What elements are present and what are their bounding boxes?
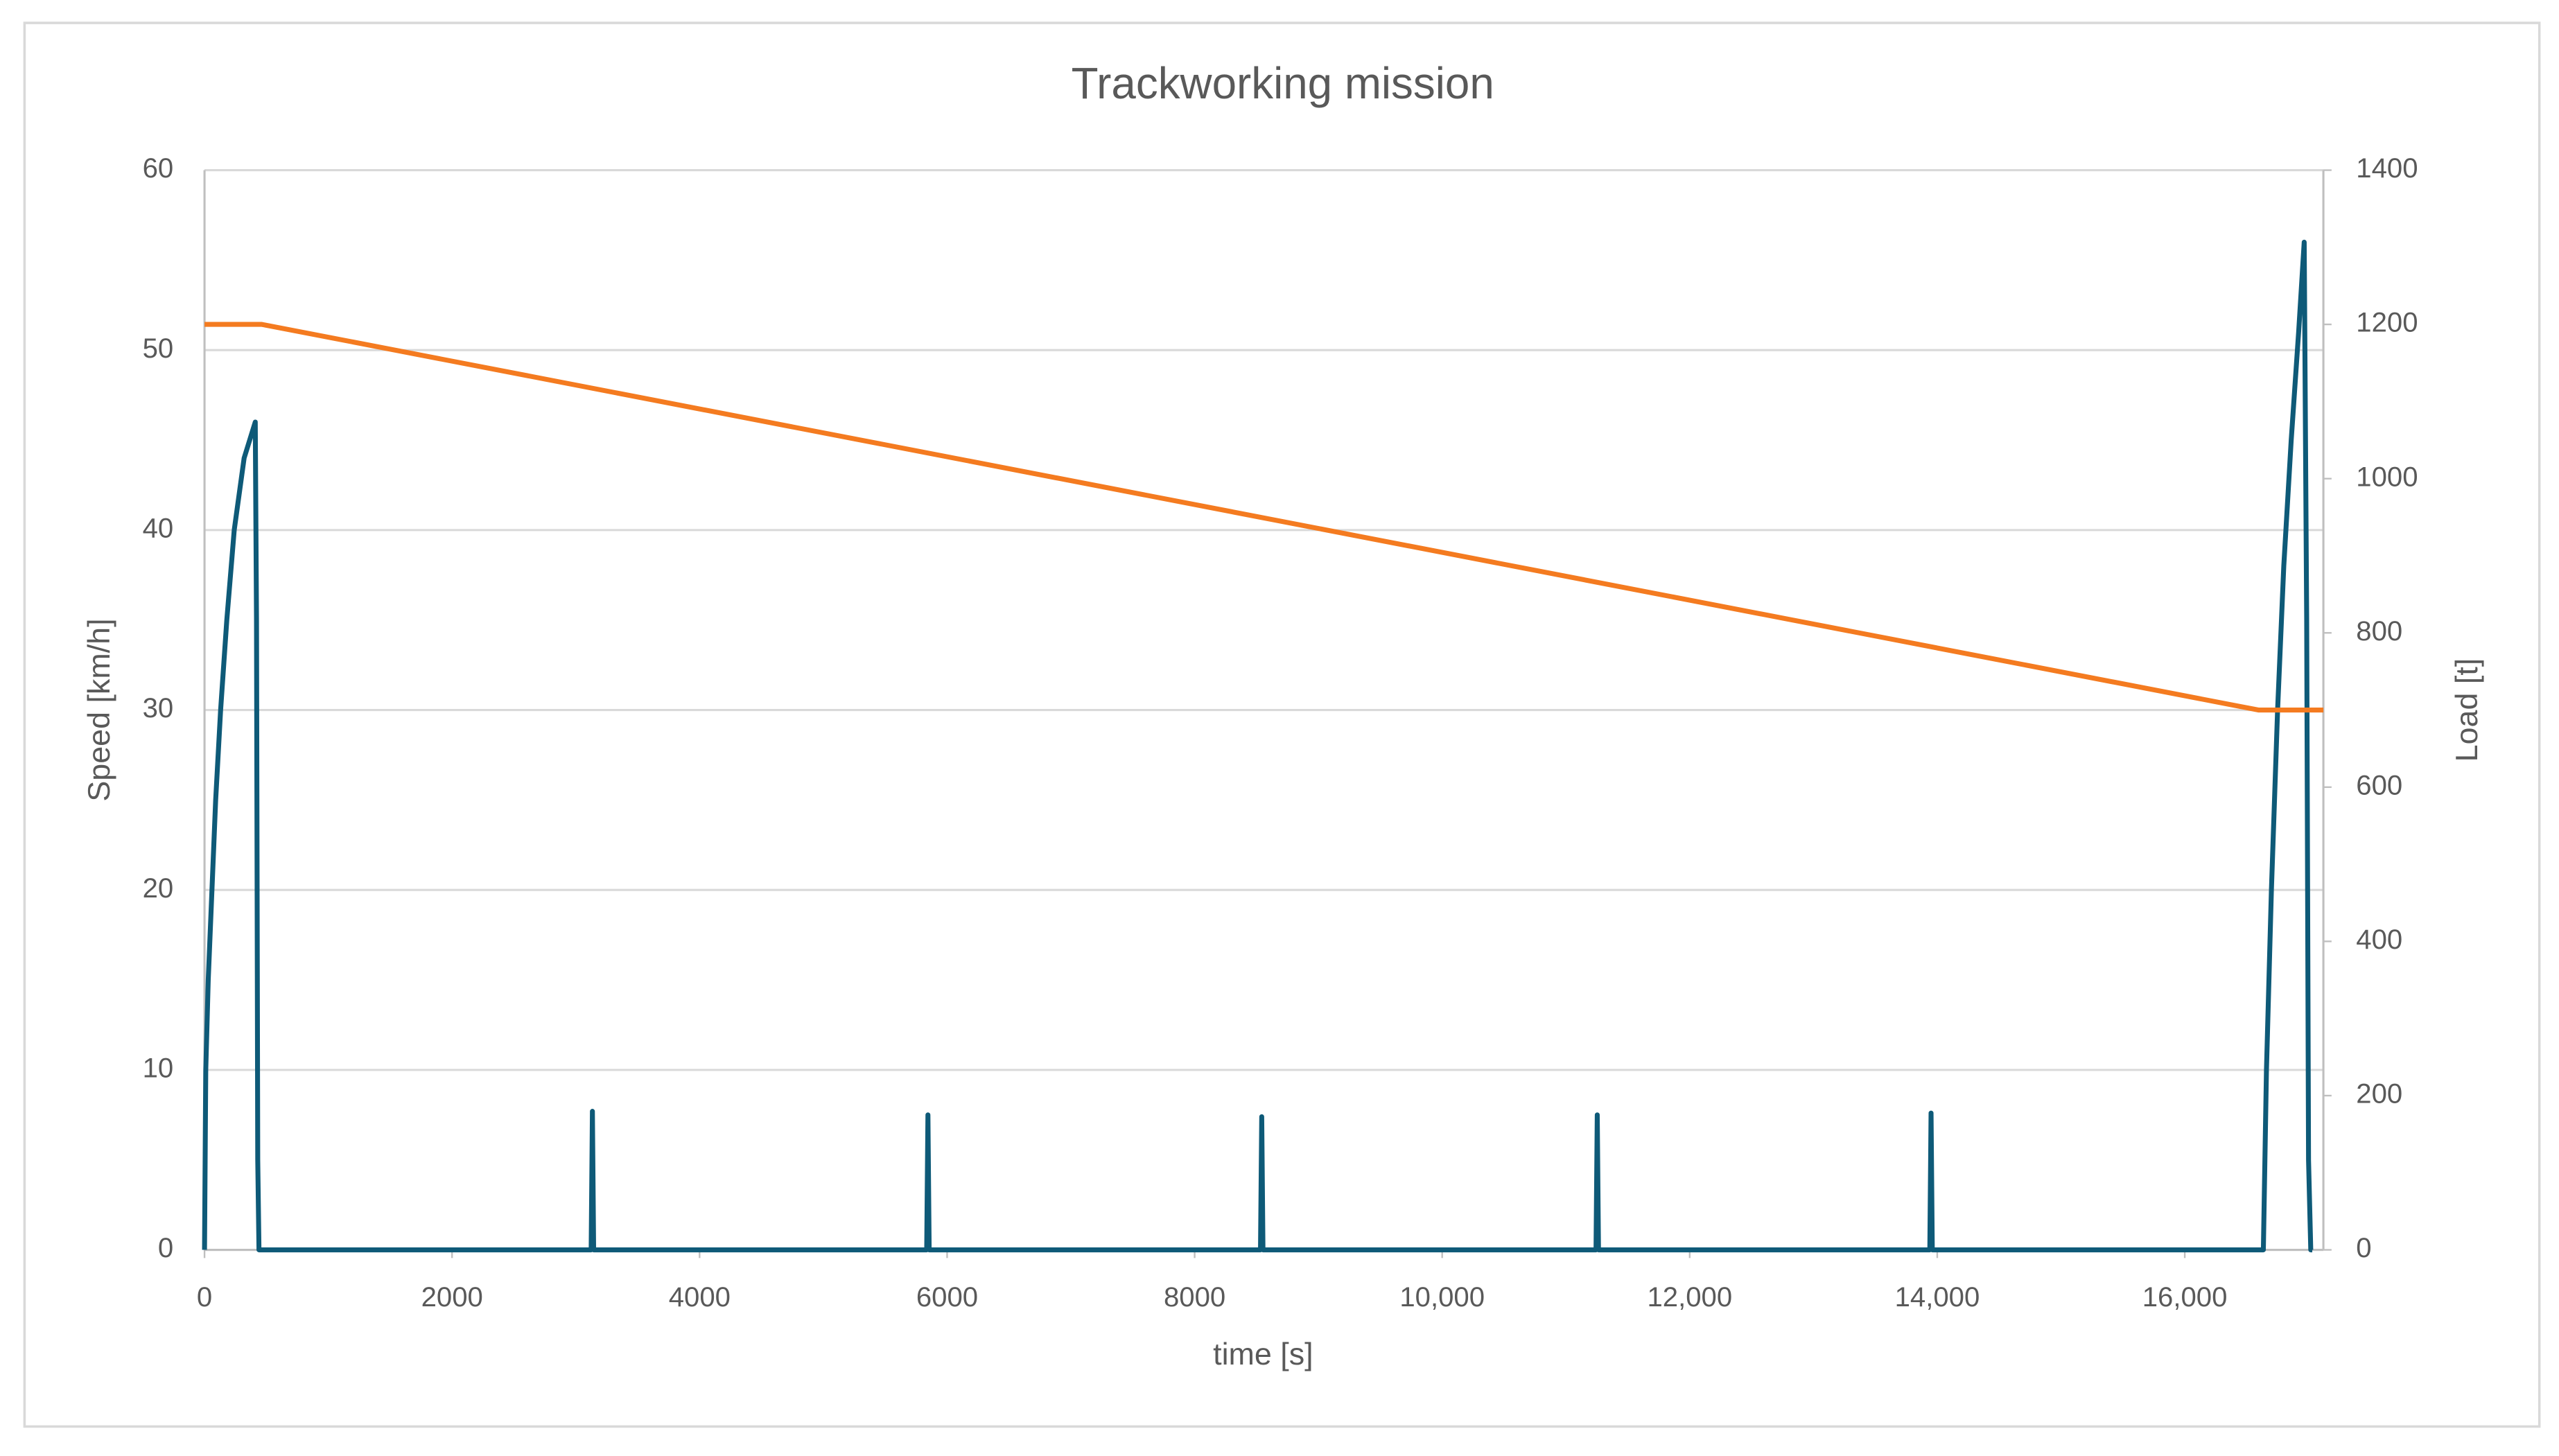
y2-tick-label: 1400 (2356, 152, 2418, 184)
y2-axis-title: Load [t] (2449, 658, 2484, 762)
x-tick-label: 2000 (421, 1281, 483, 1313)
series-line (204, 322, 2324, 713)
y2-tick-label: 600 (2356, 769, 2402, 800)
y-tick-label: 10 (143, 1052, 174, 1083)
y-tick-label: 0 (158, 1232, 173, 1263)
y2-tick-label: 0 (2356, 1232, 2371, 1263)
x-tick-label: 0 (197, 1281, 212, 1313)
y-tick-label: 30 (143, 692, 174, 723)
x-tick-label: 12,000 (1647, 1281, 1732, 1313)
y-tick-label: 60 (143, 152, 174, 184)
y2-tick-label: 800 (2356, 615, 2402, 647)
x-tick-label: 4000 (669, 1281, 731, 1313)
chart-border (23, 21, 2541, 1428)
y-tick-label: 20 (143, 872, 174, 904)
y-axis-title: Speed [km/h] (81, 618, 116, 801)
y-tick-label: 40 (143, 512, 174, 543)
series-line (202, 239, 2314, 1253)
x-tick-label: 10,000 (1399, 1281, 1485, 1313)
y2-tick-label: 200 (2356, 1078, 2402, 1109)
x-tick-label: 14,000 (1895, 1281, 1980, 1313)
y2-tick-label: 1000 (2356, 461, 2418, 492)
y2-tick-label: 400 (2356, 924, 2402, 955)
x-tick-label: 8000 (1164, 1281, 1225, 1313)
x-axis-title: time [s] (1213, 1336, 1313, 1371)
y-tick-label: 50 (143, 333, 174, 364)
x-tick-label: 16,000 (2142, 1281, 2228, 1313)
chart-title: Trackworking mission (1072, 58, 1494, 108)
x-tick-label: 6000 (916, 1281, 978, 1313)
y2-tick-label: 1200 (2356, 307, 2418, 338)
